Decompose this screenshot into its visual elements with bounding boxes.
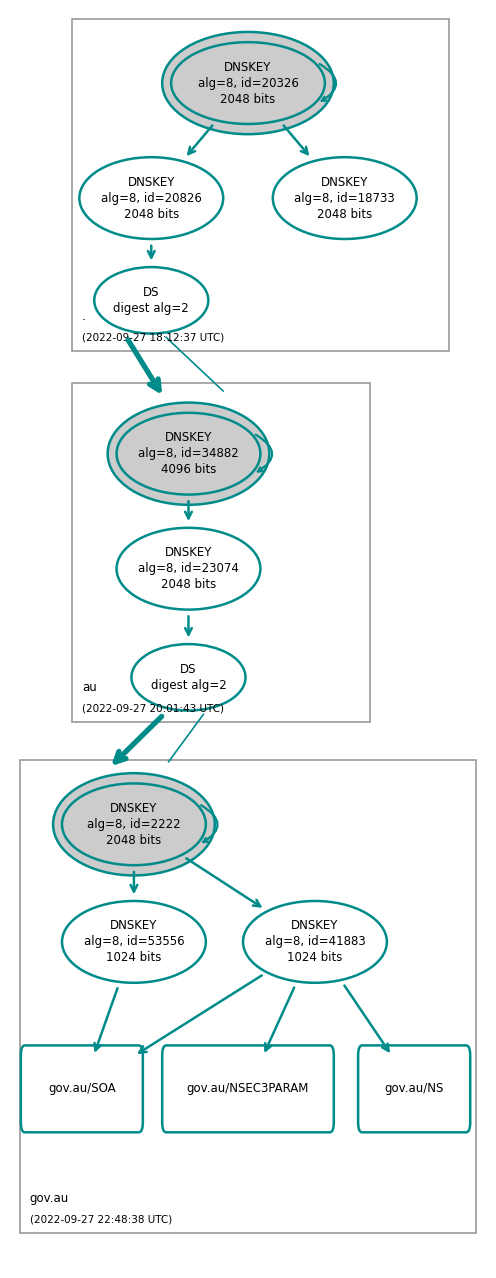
Text: DNSKEY
alg=8, id=20326
2048 bits: DNSKEY alg=8, id=20326 2048 bits xyxy=(197,60,299,106)
Ellipse shape xyxy=(171,42,325,124)
Ellipse shape xyxy=(94,267,208,334)
Text: au: au xyxy=(82,681,97,694)
Text: DNSKEY
alg=8, id=18733
2048 bits: DNSKEY alg=8, id=18733 2048 bits xyxy=(294,175,395,221)
Ellipse shape xyxy=(131,644,246,711)
Text: DS
digest alg=2: DS digest alg=2 xyxy=(151,663,226,691)
Text: gov.au: gov.au xyxy=(30,1192,69,1205)
Bar xyxy=(72,19,449,351)
Text: DNSKEY
alg=8, id=23074
2048 bits: DNSKEY alg=8, id=23074 2048 bits xyxy=(138,546,239,592)
Text: DNSKEY
alg=8, id=53556
1024 bits: DNSKEY alg=8, id=53556 1024 bits xyxy=(84,919,184,965)
Ellipse shape xyxy=(117,528,260,610)
Ellipse shape xyxy=(108,403,269,505)
FancyBboxPatch shape xyxy=(21,1045,143,1132)
Ellipse shape xyxy=(162,32,334,134)
Text: gov.au/SOA: gov.au/SOA xyxy=(48,1082,116,1095)
Ellipse shape xyxy=(53,773,215,875)
Ellipse shape xyxy=(62,783,206,865)
Ellipse shape xyxy=(273,157,417,239)
Text: gov.au/NSEC3PARAM: gov.au/NSEC3PARAM xyxy=(187,1082,309,1095)
Text: DNSKEY
alg=8, id=2222
2048 bits: DNSKEY alg=8, id=2222 2048 bits xyxy=(87,801,181,847)
Text: DS
digest alg=2: DS digest alg=2 xyxy=(114,286,189,314)
Text: .: . xyxy=(82,311,86,323)
Text: DNSKEY
alg=8, id=41883
1024 bits: DNSKEY alg=8, id=41883 1024 bits xyxy=(264,919,366,965)
Bar xyxy=(20,760,476,1233)
Bar xyxy=(72,383,370,722)
Ellipse shape xyxy=(243,901,387,983)
Text: DNSKEY
alg=8, id=20826
2048 bits: DNSKEY alg=8, id=20826 2048 bits xyxy=(101,175,202,221)
Ellipse shape xyxy=(79,157,223,239)
Text: DNSKEY
alg=8, id=34882
4096 bits: DNSKEY alg=8, id=34882 4096 bits xyxy=(138,431,239,477)
Ellipse shape xyxy=(62,901,206,983)
Text: (2022-09-27 18:12:37 UTC): (2022-09-27 18:12:37 UTC) xyxy=(82,332,224,343)
Text: (2022-09-27 20:01:43 UTC): (2022-09-27 20:01:43 UTC) xyxy=(82,703,224,713)
Ellipse shape xyxy=(117,413,260,495)
FancyBboxPatch shape xyxy=(358,1045,470,1132)
Text: (2022-09-27 22:48:38 UTC): (2022-09-27 22:48:38 UTC) xyxy=(30,1214,172,1224)
FancyBboxPatch shape xyxy=(162,1045,334,1132)
Text: gov.au/NS: gov.au/NS xyxy=(384,1082,444,1095)
